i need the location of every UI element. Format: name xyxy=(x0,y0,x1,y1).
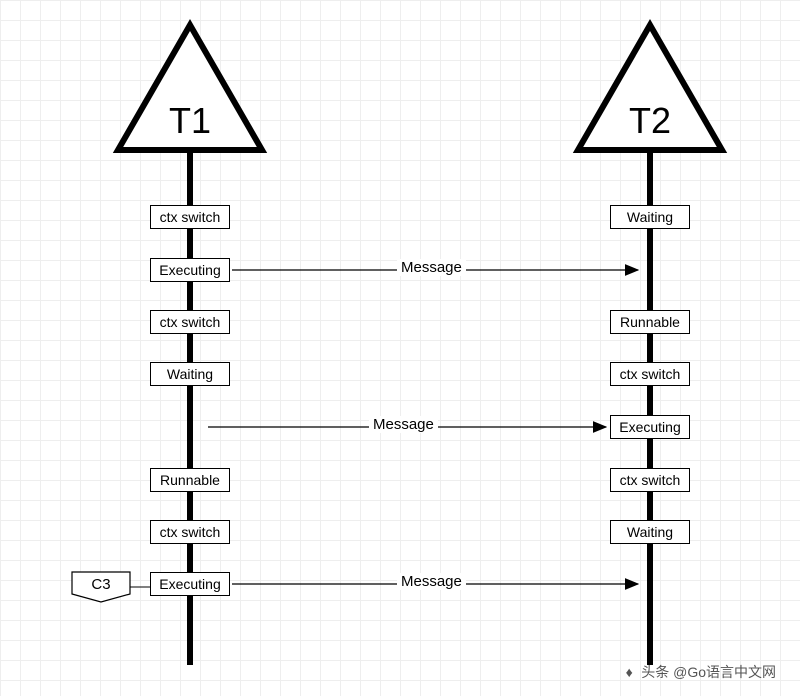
t1-state-4: Runnable xyxy=(150,468,230,492)
t1-label: T1 xyxy=(160,100,220,142)
t2-state-2: ctx switch xyxy=(610,362,690,386)
t1-state-6: Executing xyxy=(150,572,230,596)
t1-state-1: Executing xyxy=(150,258,230,282)
t2-label: T2 xyxy=(620,100,680,142)
t1-state-0: ctx switch xyxy=(150,205,230,229)
t2-state-0: Waiting xyxy=(610,205,690,229)
t2-state-4: ctx switch xyxy=(610,468,690,492)
watermark-text: 头条 @Go语言中文网 xyxy=(641,662,776,682)
c3-label: C3 xyxy=(72,576,130,593)
t2-state-5: Waiting xyxy=(610,520,690,544)
t1-state-2: ctx switch xyxy=(150,310,230,334)
t1-state-5: ctx switch xyxy=(150,520,230,544)
message-label-1: Message xyxy=(369,416,438,433)
diamond-icon: ♦ xyxy=(621,664,637,680)
message-label-2: Message xyxy=(397,573,466,590)
t1-state-3: Waiting xyxy=(150,362,230,386)
watermark: ♦ 头条 @Go语言中文网 xyxy=(621,662,776,682)
message-label-0: Message xyxy=(397,259,466,276)
t2-state-1: Runnable xyxy=(610,310,690,334)
t2-state-3: Executing xyxy=(610,415,690,439)
